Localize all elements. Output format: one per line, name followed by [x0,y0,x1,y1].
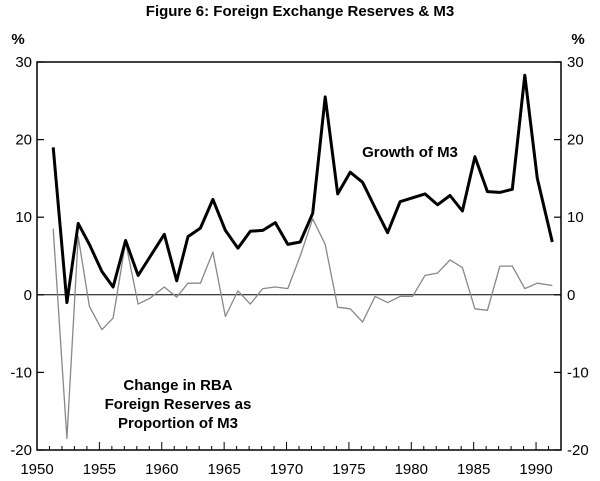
x-tick-label: 1985 [457,461,490,478]
reserves-label-line3: Proportion of M3 [118,415,238,432]
x-tick-label: 1970 [270,461,303,478]
x-tick-label: 1950 [20,461,53,478]
series-m3-line [51,73,554,305]
left-tick-label: 10 [15,209,32,226]
right-unit-label: % [571,31,584,48]
reserves-label-line1: Change in RBA [123,377,232,394]
x-tick-label: 1980 [395,461,428,478]
right-tick-label: -10 [567,364,589,381]
x-tick-label: 1975 [332,461,365,478]
left-tick-label: 30 [15,54,32,71]
x-tick-label: 1955 [83,461,116,478]
right-tick-label: 30 [567,54,584,71]
x-tick-label: 1965 [207,461,240,478]
left-tick-label: -10 [10,364,32,381]
right-tick-label: 10 [567,209,584,226]
left-unit-label: % [11,31,24,48]
left-axis: 30 20 10 0 -10 -20 [10,54,44,459]
series-reserves-line [52,218,553,440]
right-tick-label: 20 [567,132,584,149]
right-tick-label: 0 [567,287,575,304]
left-tick-label: -20 [10,442,32,459]
reserves-label-line2: Foreign Reserves as [105,396,252,413]
m3-series-label: Growth of M3 [362,144,458,161]
x-tick-label: 1990 [519,461,552,478]
left-tick-label: 20 [15,132,32,149]
left-tick-label: 0 [24,287,32,304]
right-tick-label: -20 [567,442,589,459]
plot-frame [36,61,562,451]
right-axis: 30 20 10 0 -10 -20 [554,54,589,459]
x-tick-label: 1960 [145,461,178,478]
x-axis: 1950 1955 1960 1965 1970 1975 1980 1985 1990 [20,442,562,478]
chart-title: Figure 6: Foreign Exchange Reserves & M3 [146,3,454,20]
